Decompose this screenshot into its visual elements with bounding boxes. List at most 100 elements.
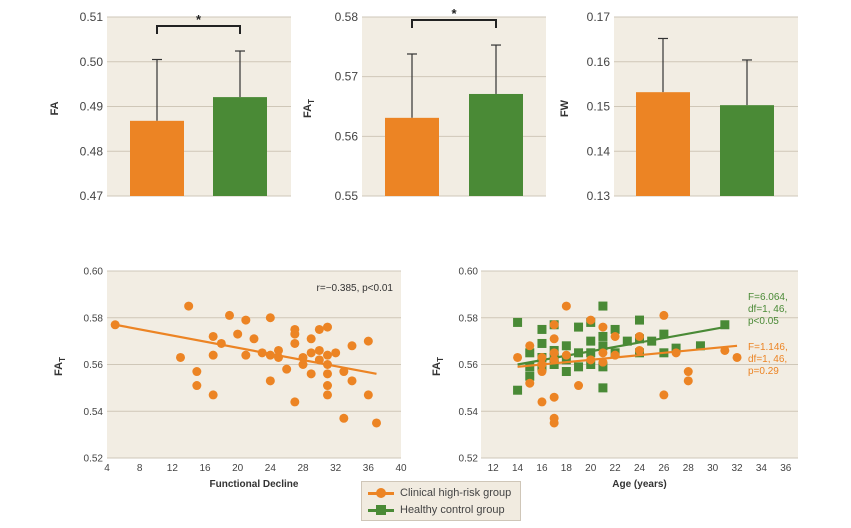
- scatter-panel-1-point-clinical: [306, 348, 316, 358]
- scatter-panel-2-point-healthy: [671, 343, 681, 353]
- scatter-panel-2-point-clinical: [549, 348, 559, 358]
- scatter-panel-2-point-healthy: [598, 362, 608, 372]
- scatter-panel-2-point-healthy: [525, 348, 535, 358]
- scatter-panel-1-y-tick-label: 0.54: [84, 407, 104, 418]
- scatter-panel-2-point-clinical: [549, 392, 559, 402]
- scatter-panel-1-y-tick-label: 0.60: [84, 267, 104, 278]
- scatter-panel-2-point-healthy: [513, 317, 523, 327]
- scatter-panel-1-point-clinical: [363, 336, 373, 346]
- scatter-panel-1-point-clinical: [249, 334, 259, 344]
- scatter-panel-2-x-tick-label: 12: [488, 463, 500, 474]
- scatter-panel-1-point-clinical: [233, 329, 243, 339]
- bar-panel-3-tick-label: 0.17: [587, 10, 611, 24]
- bar-panel-3-tick-label: 0.13: [587, 189, 611, 203]
- scatter-panel-1-point-clinical: [323, 369, 332, 379]
- scatter-panel-2-point-healthy: [525, 371, 535, 381]
- bar-panel-3-ylabel: FW: [559, 99, 571, 117]
- scatter-panel-1-point-clinical: [274, 345, 283, 355]
- scatter-panel-2-point-healthy: [561, 355, 571, 365]
- scatter-panel-2-point-healthy: [561, 341, 571, 351]
- scatter-panel-1-point-clinical: [241, 350, 251, 360]
- scatter-panel-2-point-clinical: [732, 352, 742, 362]
- green-square-marker-icon: [368, 503, 394, 517]
- scatter-panel-2-annotation-line: df=1, 46,: [748, 354, 787, 365]
- scatter-panel-2-y-tick-label: 0.60: [459, 267, 479, 278]
- scatter-panel-1-point-clinical: [339, 367, 349, 377]
- scatter-panel-1-ylabel: FAT: [53, 357, 67, 376]
- scatter-panel-1-x-tick-label: 32: [330, 463, 342, 474]
- orange-circle-marker-icon: [368, 486, 394, 500]
- scatter-panel-1-x-tick-label: 36: [363, 463, 375, 474]
- scatter-panel-1-point-clinical: [225, 310, 234, 320]
- scatter-panel-1-point-clinical: [290, 329, 300, 339]
- scatter-panel-2-point-clinical: [683, 367, 693, 377]
- scatter-panel-2-point-clinical: [513, 352, 523, 362]
- scatter-panel-1-point-clinical: [192, 367, 202, 377]
- bar-panel-2-bar-1: [385, 117, 439, 196]
- scatter-panel-2-x-tick-label: 28: [683, 463, 695, 474]
- scatter-panel-2-point-clinical: [683, 376, 693, 386]
- scatter-panel-2-point-clinical: [537, 367, 547, 377]
- scatter-panel-2-x-tick-label: 16: [536, 463, 548, 474]
- bar-panel-2-tick-label: 0.55: [335, 189, 359, 203]
- scatter-panel-1-point-clinical: [290, 397, 300, 407]
- scatter-panel-2-point-healthy: [598, 341, 608, 351]
- scatter-panel-1-xlabel: Functional Decline: [210, 479, 299, 490]
- scatter-panel-2-point-clinical: [574, 381, 584, 391]
- bar-panel-3-tick-label: 0.14: [587, 144, 611, 158]
- legend-item-healthy: Healthy control group: [368, 502, 505, 518]
- scatter-panel-1-x-tick-label: 12: [167, 463, 179, 474]
- scatter-panel-2-point-healthy: [586, 336, 596, 346]
- scatter-panel-1-trend-line-clinical: [114, 323, 377, 375]
- scatter-panel-1-point-clinical: [208, 350, 218, 360]
- scatter-panel-2-point-healthy: [586, 360, 596, 369]
- scatter-panel-1-point-clinical: [192, 381, 202, 391]
- bar-panel-1-tick-label: 0.50: [80, 55, 104, 69]
- scatter-panel-2-point-clinical: [525, 378, 535, 388]
- scatter-panel-1-point-clinical: [347, 376, 357, 386]
- scatter-panel-1-point-clinical: [331, 348, 341, 358]
- bar-panel-2-significance-bracket: [411, 19, 497, 28]
- bar-panel-1-significance-bracket: [156, 25, 241, 34]
- scatter-panel-2-point-healthy: [635, 315, 644, 325]
- scatter-panel-2-x-tick-label: 20: [585, 463, 597, 474]
- bar-panel-1-bar-2: [213, 97, 267, 196]
- scatter-panel-1-point-clinical: [298, 360, 308, 369]
- scatter-panel-2-x-tick-label: 14: [512, 463, 524, 474]
- scatter-panel-2-x-tick-label: 30: [707, 463, 719, 474]
- scatter-panel-2-trend-line-clinical: [517, 344, 738, 368]
- scatter-panel-2-point-healthy: [695, 341, 705, 351]
- scatter-panel-2-point-clinical: [549, 320, 559, 330]
- scatter-panel-1-point-clinical: [314, 324, 324, 334]
- scatter-panel-1-point-clinical: [208, 390, 218, 400]
- legend-label-healthy: Healthy control group: [400, 504, 505, 516]
- scatter-panel-1-x-tick-label: 40: [395, 463, 407, 474]
- scatter-panel-1-point-clinical: [323, 350, 332, 360]
- scatter-panel-2-point-healthy: [513, 385, 523, 395]
- bar-panel-2-bar-2: [469, 93, 523, 196]
- scatter-panel-2-point-clinical: [537, 397, 547, 407]
- scatter-panel-2-annotation-line: df=1, 46,: [748, 304, 787, 315]
- scatter-panel-1-x-tick-label: 20: [232, 463, 244, 474]
- scatter-panel-2-point-healthy: [537, 338, 547, 348]
- scatter-panel-2-point-healthy: [561, 367, 571, 377]
- scatter-panel-2-point-clinical: [537, 352, 547, 362]
- bar-panel-3-bar-1: [636, 92, 690, 196]
- scatter-panel-2-point-clinical: [549, 334, 559, 344]
- bar-panel-1-tick-label: 0.51: [80, 10, 104, 24]
- scatter-panel-1-point-clinical: [265, 376, 275, 386]
- scatter-panel-2-x-tick-label: 22: [610, 463, 622, 474]
- scatter-panel-1-point-clinical: [306, 369, 316, 379]
- scatter-panel-2-annotation-line: F=6.064,: [748, 292, 788, 303]
- scatter-panel-1-point-clinical: [306, 334, 316, 344]
- scatter-panel-2-point-healthy: [537, 324, 547, 334]
- scatter-panel-2-annotation-line: F=1.146,: [748, 342, 788, 353]
- scatter-panel-1-y-tick-label: 0.52: [84, 454, 104, 465]
- scatter-panel-2-point-healthy: [598, 383, 608, 393]
- bar-panel-2-significance-star: *: [451, 6, 457, 21]
- scatter-panel-2-point-healthy: [586, 348, 596, 358]
- scatter-panel-1-point-clinical: [290, 338, 300, 348]
- scatter-panel-2-x-tick-label: 36: [780, 463, 792, 474]
- scatter-panel-1-point-clinical: [323, 322, 332, 332]
- scatter-panel-1-point-clinical: [323, 390, 332, 400]
